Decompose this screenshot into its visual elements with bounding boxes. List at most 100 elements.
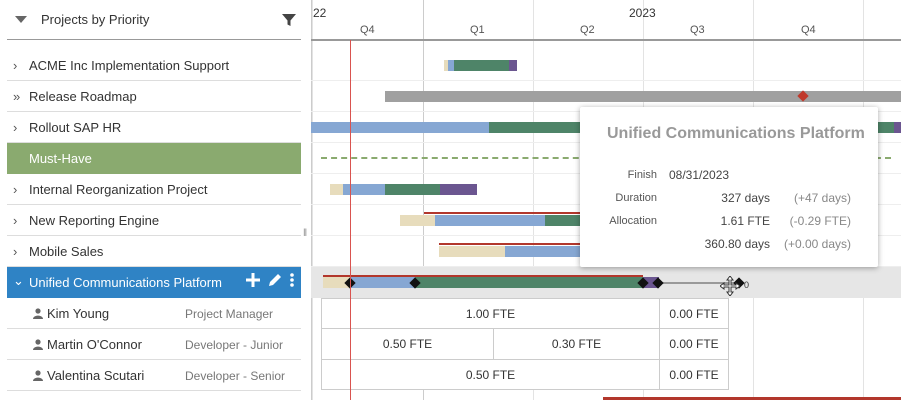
collapse-chevron-icon[interactable]: ⌄ (13, 273, 24, 288)
phase-bar[interactable] (545, 215, 585, 226)
project-name: ACME Inc Implementation Support (29, 58, 230, 73)
phase-bar[interactable] (505, 246, 584, 257)
quarter-label: Q4 (360, 24, 375, 36)
list-item[interactable]: › Rollout SAP HR (7, 112, 301, 143)
phase-bar[interactable] (448, 60, 454, 71)
person-icon (33, 339, 43, 350)
duration-label: Duration (615, 192, 657, 204)
resource-name: Martin O'Connor (47, 337, 142, 352)
baseline-line (439, 243, 584, 245)
year-boundary-line (423, 0, 424, 400)
project-list-panel: Projects by Priority › ACME Inc Implemen… (0, 0, 306, 400)
duration-value: 327 days (721, 191, 770, 205)
drag-offset-label: 0 (744, 280, 750, 290)
resource-role: Developer - Senior (185, 369, 286, 383)
project-name: Mobile Sales (29, 244, 104, 259)
finish-value: 08/31/2023 (669, 168, 730, 182)
expand-chevron-icon[interactable]: › (13, 213, 18, 228)
selected-project-row[interactable]: ⌄ Unified Communications Platform (7, 267, 301, 298)
phase-bar[interactable] (400, 215, 435, 226)
phase-bar[interactable] (439, 246, 505, 257)
group-header-must-have[interactable]: Must-Have (7, 143, 301, 174)
phase-bar[interactable] (509, 60, 517, 71)
collapse-all-icon[interactable] (15, 16, 27, 23)
phase-bar[interactable] (351, 277, 415, 288)
allocation-cell[interactable]: 0.50 FTE (321, 359, 660, 390)
allocation-cell[interactable]: 0.50 FTE (321, 328, 494, 360)
allocation-cell[interactable]: 0.30 FTE (493, 328, 660, 360)
phase-bar[interactable] (894, 122, 901, 133)
row-separator (311, 80, 901, 81)
expand-double-chevron-icon[interactable]: » (13, 89, 21, 104)
expand-chevron-icon[interactable]: › (13, 182, 18, 197)
expand-chevron-icon[interactable]: › (13, 120, 18, 135)
person-icon (33, 370, 43, 381)
phase-bar[interactable] (454, 60, 509, 71)
year-label: 22 (313, 6, 327, 20)
phase-bar[interactable] (643, 277, 659, 288)
duration-delta: (+47 days) (793, 191, 851, 205)
list-item[interactable]: › New Reporting Engine (7, 205, 301, 236)
project-name: New Reporting Engine (29, 213, 160, 228)
group-by-title[interactable]: Projects by Priority (41, 12, 150, 27)
phase-bar[interactable] (385, 184, 440, 195)
resource-row[interactable]: Kim Young Project Manager (7, 298, 301, 329)
allocation-value: 1.61 FTE (720, 214, 770, 228)
gantt-divider (311, 0, 312, 400)
person-icon (33, 308, 43, 319)
phase-bar[interactable] (330, 184, 343, 195)
phase-bar[interactable] (415, 277, 643, 288)
resource-role: Developer - Junior (185, 338, 284, 352)
list-item[interactable]: › Mobile Sales (7, 236, 301, 267)
add-icon[interactable] (245, 272, 261, 288)
baseline-line (424, 212, 584, 214)
phase-bar[interactable] (311, 122, 489, 133)
baseline-line (323, 275, 643, 277)
filter-icon[interactable] (282, 13, 296, 27)
quarter-label: Q4 (801, 24, 816, 36)
today-marker-line (350, 40, 351, 400)
effort-value: 360.80 days (704, 237, 770, 251)
finish-label: Finish (627, 169, 657, 181)
effort-delta: (+0.00 days) (783, 237, 851, 251)
list-item[interactable]: › Internal Reorganization Project (7, 174, 301, 205)
more-options-icon[interactable] (289, 272, 295, 288)
group-name: Must-Have (29, 151, 92, 166)
grid-line (533, 0, 534, 400)
allocation-cell[interactable]: 1.00 FTE (321, 298, 660, 329)
roadmap-bar[interactable] (385, 91, 901, 102)
project-name: Rollout SAP HR (29, 120, 122, 135)
allocation-cell[interactable]: 0.00 FTE (659, 359, 729, 390)
project-tooltip: Unified Communications Platform Finish 0… (580, 107, 878, 267)
tooltip-title: Unified Communications Platform (607, 125, 865, 142)
project-name: Unified Communications Platform (29, 275, 222, 290)
header-divider (7, 39, 301, 40)
phase-bar[interactable] (343, 184, 385, 195)
resource-name: Kim Young (47, 306, 110, 321)
expand-chevron-icon[interactable]: › (13, 58, 18, 73)
expand-chevron-icon[interactable]: › (13, 244, 18, 259)
list-item[interactable]: › ACME Inc Implementation Support (7, 50, 301, 81)
list-item[interactable]: » Release Roadmap (7, 81, 301, 112)
phase-bar[interactable] (444, 60, 448, 71)
edit-pencil-icon[interactable] (267, 272, 283, 288)
phase-bar[interactable] (440, 184, 477, 195)
resource-row[interactable]: Valentina Scutari Developer - Senior (7, 360, 301, 391)
phase-bar[interactable] (323, 277, 351, 288)
phase-bar[interactable] (435, 215, 545, 226)
resource-row[interactable]: Martin O'Connor Developer - Junior (7, 329, 301, 360)
allocation-cell[interactable]: 0.00 FTE (659, 298, 729, 329)
baseline-line (603, 397, 901, 400)
allocation-delta: (-0.29 FTE) (789, 214, 851, 228)
quarter-label: Q3 (690, 24, 705, 36)
resource-name: Valentina Scutari (47, 368, 145, 383)
row-actions (245, 272, 295, 288)
list-header: Projects by Priority (0, 0, 306, 40)
allocation-cell[interactable]: 0.00 FTE (659, 328, 729, 360)
timeline-axis (311, 39, 901, 41)
grid-line (312, 0, 313, 400)
drag-extension-line (659, 282, 739, 284)
quarter-label: Q1 (470, 24, 485, 36)
panel-splitter-handle[interactable]: ‖ (303, 228, 308, 239)
move-cursor-icon (720, 276, 740, 296)
